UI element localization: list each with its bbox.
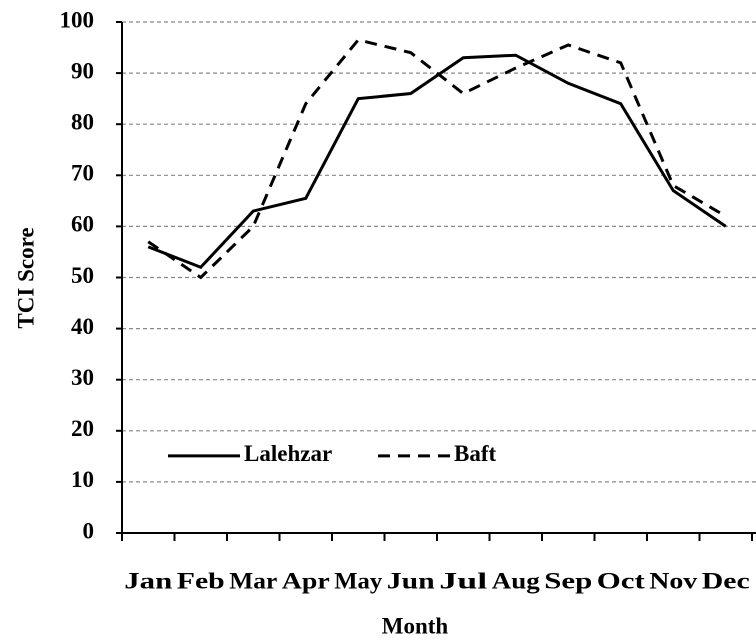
y-tick-label: 100 xyxy=(60,7,95,32)
legend-label: Lalehzar xyxy=(244,441,332,466)
x-tick-label: Dec xyxy=(702,568,750,593)
x-tick-label: Jan xyxy=(124,568,172,593)
y-tick-label: 90 xyxy=(71,58,94,83)
y-tick-label: 20 xyxy=(71,416,94,441)
y-axis-title: TCI Score xyxy=(13,227,38,328)
x-tick-label: Oct xyxy=(597,568,645,593)
y-tick-label: 40 xyxy=(71,314,94,339)
x-tick-label: Nov xyxy=(649,568,698,593)
legend-label: Baft xyxy=(454,441,497,466)
y-tick-label: 30 xyxy=(71,365,94,390)
x-tick-label: Mar xyxy=(229,568,277,593)
x-tick-label: Sep xyxy=(544,568,592,593)
y-tick-label: 60 xyxy=(71,212,94,237)
x-tick-label: Feb xyxy=(177,568,225,593)
series-line xyxy=(147,53,727,270)
x-tick-label: May xyxy=(334,568,383,593)
x-tick-label: Apr xyxy=(282,568,330,593)
y-tick-label: 80 xyxy=(71,109,94,134)
x-axis-title: Month xyxy=(382,613,449,638)
y-tick-label: 70 xyxy=(71,161,94,186)
y-tick-label: 0 xyxy=(83,518,95,543)
x-tick-label: Aug xyxy=(492,568,541,593)
y-tick-label: 50 xyxy=(71,263,94,288)
series-line xyxy=(147,38,727,280)
x-tick-label: Jul xyxy=(439,568,487,593)
x-tick-label: Jun xyxy=(387,568,435,593)
y-tick-label: 10 xyxy=(71,467,94,492)
